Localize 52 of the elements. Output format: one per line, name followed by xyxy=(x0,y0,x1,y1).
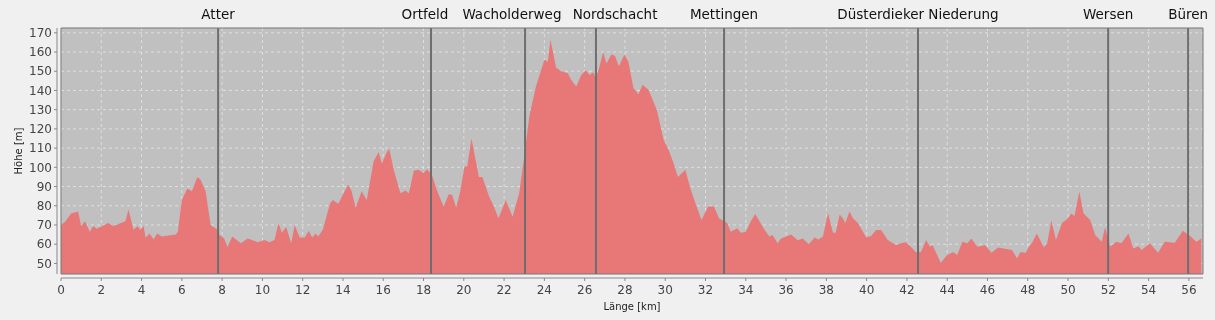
x-tick-label: 48 xyxy=(1020,283,1036,297)
x-tick-label: 44 xyxy=(939,283,955,297)
x-tick-label: 42 xyxy=(899,283,915,297)
y-tick-label: 160 xyxy=(29,45,52,60)
x-tick-label: 0 xyxy=(57,283,65,297)
y-tick-label: 110 xyxy=(29,141,52,156)
x-tick-label: 56 xyxy=(1181,283,1197,297)
x-tick-label: 12 xyxy=(295,283,311,297)
y-tick-label: 90 xyxy=(36,179,52,194)
x-tick-label: 26 xyxy=(577,283,593,297)
y-tick-label: 170 xyxy=(29,26,52,40)
ref-line-label: Büren xyxy=(1168,6,1209,22)
x-tick-label: 10 xyxy=(254,283,271,297)
y-tick-label: 140 xyxy=(29,83,52,98)
x-tick-label: 34 xyxy=(738,283,754,297)
y-tick-label: 70 xyxy=(36,218,52,233)
x-tick-label: 20 xyxy=(456,283,472,297)
ref-line-label: Wersen xyxy=(1082,6,1134,22)
y-tick-label: 100 xyxy=(29,160,52,175)
x-tick-label: 24 xyxy=(536,283,553,297)
x-tick-label: 32 xyxy=(697,283,714,297)
ref-line-label: Ortfeld xyxy=(401,6,449,22)
x-tick-label: 2 xyxy=(97,283,106,297)
y-tick-label: 60 xyxy=(36,237,52,252)
y-tick-label: 130 xyxy=(29,102,52,117)
x-tick-label: 16 xyxy=(375,283,391,297)
x-tick-label: 40 xyxy=(859,283,875,297)
y-tick-label: 50 xyxy=(36,256,52,271)
ref-line-label: Nordschacht xyxy=(572,6,658,22)
x-axis-title: Länge [km] xyxy=(603,301,661,312)
y-tick-label: 150 xyxy=(29,64,52,79)
x-tick-label: 18 xyxy=(415,283,432,297)
ref-line-label: Atter xyxy=(201,6,236,22)
x-tick-label: 50 xyxy=(1060,283,1076,297)
x-tick-label: 36 xyxy=(778,283,794,297)
y-axis-title: Höhe [m] xyxy=(13,127,24,175)
x-tick-label: 52 xyxy=(1100,283,1116,297)
x-tick-label: 14 xyxy=(335,283,351,297)
x-tick-label: 4 xyxy=(137,283,146,297)
x-tick-label: 38 xyxy=(818,283,834,297)
x-tick-label: 30 xyxy=(657,283,673,297)
x-tick-label: 28 xyxy=(617,283,633,297)
ref-line-label: Düsterdieker Niederung xyxy=(837,6,999,22)
x-tick-label: 6 xyxy=(178,283,186,297)
x-tick-label: 54 xyxy=(1140,283,1157,297)
x-tick-label: 22 xyxy=(496,283,512,297)
x-tick-label: 46 xyxy=(979,283,996,297)
ref-line-label: Mettingen xyxy=(689,6,759,22)
y-tick-label: 120 xyxy=(29,122,52,137)
y-tick-label: 80 xyxy=(36,198,52,213)
x-tick-label: 8 xyxy=(218,283,226,297)
ref-line-label: Wacholderweg xyxy=(462,6,562,22)
